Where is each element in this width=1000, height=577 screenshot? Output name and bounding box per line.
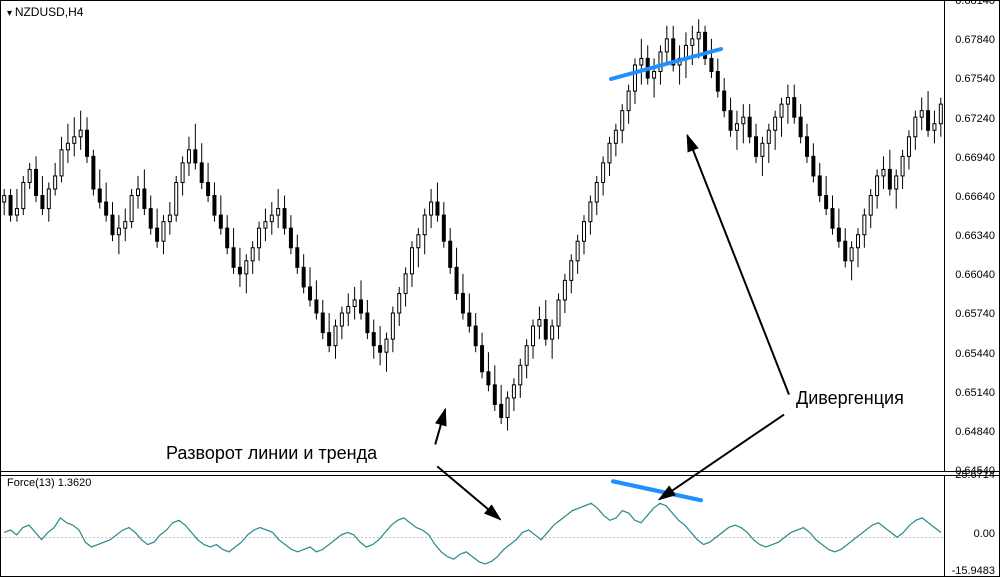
force-y-tick: -15.9483 bbox=[952, 565, 995, 577]
force-y-tick: 0.00 bbox=[974, 528, 995, 540]
price-y-tick: 0.65440 bbox=[955, 348, 995, 360]
price-y-tick: 0.65140 bbox=[955, 387, 995, 399]
price-y-tick: 0.67540 bbox=[955, 73, 995, 85]
price-y-tick: 0.66640 bbox=[955, 191, 995, 203]
price-y-tick: 0.66940 bbox=[955, 152, 995, 164]
price-y-tick: 0.65740 bbox=[955, 308, 995, 320]
force-panel[interactable]: Force(13) 1.3620 25.67140.00-15.9483 bbox=[1, 475, 999, 576]
chart-container: NZDUSD,H4 0.681400.678400.675400.672400.… bbox=[0, 0, 1000, 577]
price-y-axis: 0.68140 0.67840 0.67540 0.67240 0.66940 0.666… bbox=[944, 1, 999, 471]
annotation-divergence: Дивергенция bbox=[796, 388, 904, 409]
price-y-tick: 0.67840 bbox=[955, 34, 995, 46]
price-y-tick: 0.66040 bbox=[955, 269, 995, 281]
price-y-tick: 0.66340 bbox=[955, 230, 995, 242]
price-y-tick: 0.68140 bbox=[955, 0, 995, 7]
force-y-tick: 25.6714 bbox=[955, 469, 995, 481]
panel-separator bbox=[1, 471, 999, 472]
force-chart-area[interactable] bbox=[1, 475, 944, 576]
force-y-axis: 25.67140.00-15.9483 bbox=[944, 475, 999, 576]
annotation-reversal: Разворот линии и тренда bbox=[166, 443, 377, 464]
price-y-tick: 0.64840 bbox=[955, 426, 995, 438]
price-y-tick: 0.67240 bbox=[955, 113, 995, 125]
